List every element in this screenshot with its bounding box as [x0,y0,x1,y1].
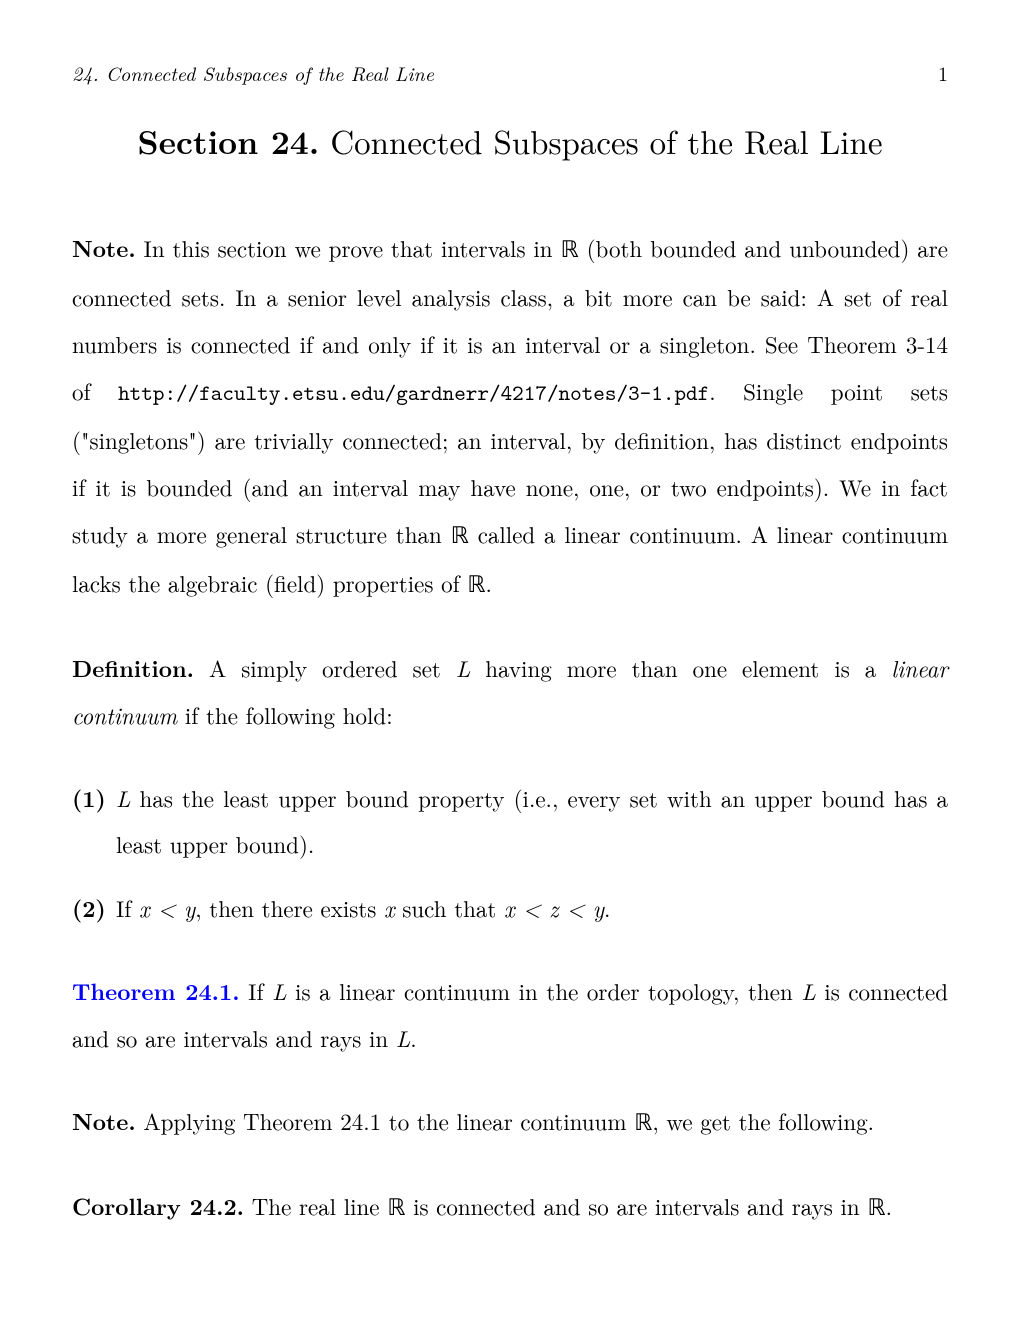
list-marker: (2) [72,885,116,931]
note-1: Note. In this section we prove that inte… [72,224,948,608]
text: Applying Theorem 24.1 to the linear cont… [136,1104,634,1137]
text: , we get the following. [652,1104,874,1137]
theorem-24-1: Theorem 24.1. If L is a linear continuum… [72,967,948,1061]
list-body: L has the least upper bound property (i.… [116,775,948,867]
note-label: Note. [72,231,136,264]
text: , then there exists [195,891,384,924]
page-number: 1 [938,58,948,87]
text: If [240,974,272,1007]
theorem-label[interactable]: Theorem 24.1. [72,974,240,1007]
note-2: Note. Applying Theorem 24.1 to the linea… [72,1097,948,1146]
running-header: 24. Connected Subspaces of the Real Line… [72,58,948,87]
text: is a linear continuum in the order topol… [286,974,801,1007]
math-expr: x < z < y [504,891,604,924]
text: . [886,1189,892,1222]
real-symbol: ℝ [451,523,469,548]
real-symbol: ℝ [467,572,485,597]
text: is connected and so are intervals and ra… [405,1189,867,1222]
text: . [486,566,492,599]
math-var: L [272,974,286,1007]
text: In this section we prove that intervals … [136,231,561,264]
real-symbol: ℝ [867,1195,885,1220]
corollary-24-2: Corollary 24.2. The real line ℝ is conne… [72,1182,948,1231]
real-symbol: ℝ [634,1110,652,1135]
url-text: http://faculty.etsu.edu/gardnerr/4217/no… [118,378,709,407]
list-body: If x < y, then there exists x such that … [116,885,948,931]
text: . [410,1021,416,1054]
text: If [116,891,139,924]
text: A simply ordered set [194,651,456,684]
text: . [604,891,610,924]
math-expr: x < y [139,891,195,924]
real-symbol: ℝ [387,1195,405,1220]
list-item: (1) L has the least upper bound property… [72,775,948,867]
math-var: L [396,1021,410,1054]
math-var: L [801,974,815,1007]
definition-label: Definition. [72,651,194,684]
math-var: x [384,891,395,924]
corollary-label: Corollary 24.2. [72,1189,244,1222]
section-label: Section 24. [138,117,320,164]
text: having more than one element is a [470,651,891,684]
math-var: L [456,651,470,684]
note-label: Note. [72,1104,136,1137]
list-item: (2) If x < y, then there exists x such t… [72,885,948,931]
text: The real line [244,1189,387,1222]
text: if the following hold: [177,698,392,731]
running-title: 24. Connected Subspaces of the Real Line [72,58,434,87]
text: has the least upper bound property (i.e.… [116,781,948,860]
real-symbol: ℝ [560,237,578,262]
document-page: 24. Connected Subspaces of the Real Line… [0,0,1020,1327]
text: such that [395,891,504,924]
section-title: Section 24. Connected Subspaces of the R… [72,117,948,164]
math-var: L [116,781,130,814]
definition: Definition. A simply ordered set L havin… [72,644,948,738]
section-title-text: Connected Subspaces of the Real Line [319,117,882,164]
definition-conditions-list: (1) L has the least upper bound property… [72,775,948,931]
list-marker: (1) [72,775,116,867]
